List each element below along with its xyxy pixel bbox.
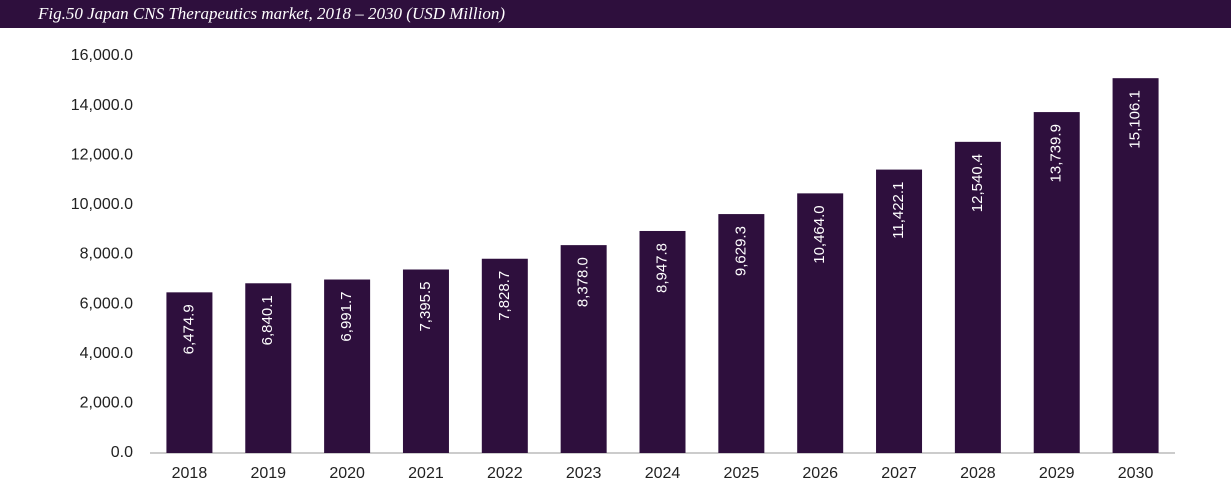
y-tick-label: 12,000.0 xyxy=(71,146,133,163)
bar xyxy=(481,258,528,453)
title-banner xyxy=(0,0,1231,28)
x-tick-label: 2030 xyxy=(1118,465,1154,482)
bar xyxy=(560,245,607,453)
x-tick-label: 2027 xyxy=(881,465,917,482)
value-label: 8,947.8 xyxy=(653,243,670,293)
chart-title: Fig.50 Japan CNS Therapeutics market, 20… xyxy=(37,4,505,23)
value-label: 12,540.4 xyxy=(969,154,986,212)
value-label: 7,828.7 xyxy=(496,271,513,321)
bar xyxy=(166,292,213,453)
y-tick-label: 6,000.0 xyxy=(80,295,133,312)
y-tick-label: 14,000.0 xyxy=(71,97,133,114)
value-label: 6,474.9 xyxy=(180,304,197,354)
x-tick-label: 2020 xyxy=(329,465,365,482)
x-tick-label: 2021 xyxy=(408,465,444,482)
bar xyxy=(876,169,923,453)
bar xyxy=(1112,78,1159,453)
bar xyxy=(245,283,292,453)
bar xyxy=(324,279,371,453)
bar xyxy=(954,141,1001,454)
value-label: 15,106.1 xyxy=(1127,90,1144,148)
bar xyxy=(797,193,844,453)
x-tick-label: 2022 xyxy=(487,465,523,482)
bar xyxy=(1033,112,1080,453)
y-tick-label: 2,000.0 xyxy=(80,395,133,412)
x-tick-label: 2029 xyxy=(1039,465,1075,482)
bar xyxy=(718,214,765,453)
y-tick-label: 0.0 xyxy=(111,444,133,461)
y-tick-label: 8,000.0 xyxy=(80,246,133,263)
y-tick-label: 4,000.0 xyxy=(80,345,133,362)
value-label: 13,739.9 xyxy=(1048,124,1065,182)
y-tick-label: 10,000.0 xyxy=(71,196,133,213)
x-tick-label: 2028 xyxy=(960,465,996,482)
x-tick-label: 2025 xyxy=(724,465,760,482)
x-tick-label: 2018 xyxy=(172,465,208,482)
bar xyxy=(639,230,686,453)
value-label: 10,464.0 xyxy=(811,205,828,263)
value-label: 11,422.1 xyxy=(890,182,907,239)
y-tick-label: 16,000.0 xyxy=(71,47,133,64)
value-label: 6,840.1 xyxy=(259,295,276,345)
x-tick-label: 2023 xyxy=(566,465,602,482)
x-tick-label: 2026 xyxy=(802,465,838,482)
value-label: 7,395.5 xyxy=(417,281,434,331)
bar xyxy=(402,269,449,453)
value-label: 9,629.3 xyxy=(732,226,749,276)
x-tick-label: 2024 xyxy=(645,465,681,482)
x-tick-label: 2019 xyxy=(250,465,286,482)
value-label: 8,378.0 xyxy=(575,257,592,307)
value-label: 6,991.7 xyxy=(338,292,355,342)
